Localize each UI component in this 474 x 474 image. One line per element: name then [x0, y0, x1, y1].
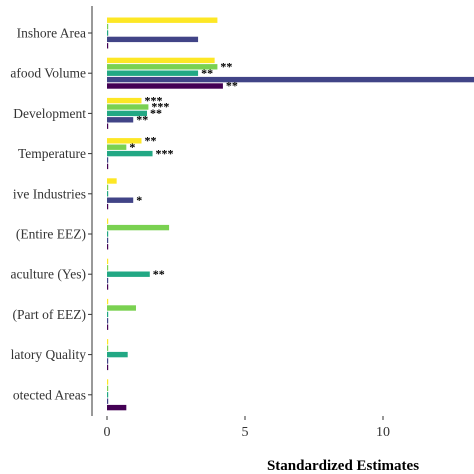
bar [107, 271, 150, 277]
bar [107, 97, 142, 104]
bar [107, 138, 142, 144]
bar [107, 265, 109, 271]
bar [107, 339, 109, 345]
bar [107, 298, 109, 305]
bar [107, 318, 109, 324]
significance-label: ** [153, 267, 165, 281]
bar [107, 163, 109, 170]
bar [107, 284, 109, 290]
bar [107, 379, 109, 385]
bar [107, 36, 199, 43]
bar [107, 398, 109, 404]
x-tick-label: 0 [104, 425, 111, 440]
y-tick-label: ive Industries [13, 186, 86, 201]
bar [107, 17, 218, 23]
bar [107, 123, 109, 129]
x-axis-title: Standardized Estimates [267, 458, 419, 474]
bar [107, 110, 148, 117]
bar [107, 30, 109, 36]
bar [107, 224, 170, 231]
y-tick-label: aculture (Yes) [11, 267, 86, 282]
significance-label: ** [220, 60, 232, 74]
significance-label: ** [226, 79, 238, 93]
significance-label: * [129, 140, 135, 154]
bar [107, 324, 109, 330]
bar [107, 244, 109, 250]
significance-label: ** [201, 66, 213, 80]
significance-label: ** [150, 106, 162, 120]
significance-label: *** [151, 100, 169, 114]
y-tick-label: (Part of EEZ) [13, 307, 86, 322]
bar [107, 43, 109, 49]
bar [107, 358, 109, 364]
bar [107, 144, 127, 150]
y-tick-label: Inshore Area [17, 26, 86, 41]
bar [107, 351, 128, 358]
significance-label: *** [145, 93, 163, 107]
bar [107, 305, 136, 311]
bar [107, 277, 109, 284]
bar [107, 178, 117, 184]
bar [107, 23, 109, 30]
y-tick-label: Temperature [18, 146, 86, 161]
y-tick-label: (Entire EEZ) [16, 227, 86, 242]
bar [107, 57, 215, 64]
significance-label: ** [145, 134, 157, 148]
bar [107, 64, 218, 70]
bar [107, 117, 134, 123]
x-tick-label: 10 [376, 425, 390, 440]
bar [107, 76, 474, 83]
bar [107, 392, 109, 398]
bar [107, 184, 109, 191]
bar [107, 311, 109, 318]
bar [107, 364, 109, 371]
bar [107, 191, 109, 197]
significance-label: * [136, 193, 142, 207]
bar [107, 70, 199, 76]
y-tick-label: latory Quality [11, 347, 87, 362]
significance-label: *** [156, 146, 174, 160]
bar [107, 237, 109, 244]
bar [107, 258, 109, 265]
bar [107, 345, 109, 351]
bar [107, 157, 109, 163]
bar [107, 104, 149, 110]
bar [107, 385, 109, 392]
x-tick-label: 5 [242, 425, 249, 440]
y-tick-label: otected Areas [13, 387, 86, 402]
y-tick-label: Development [13, 106, 86, 121]
bar [107, 231, 109, 237]
bar [107, 218, 109, 224]
bars-layer [107, 17, 474, 411]
bar [107, 203, 109, 210]
significance-label: ** [136, 113, 148, 127]
y-tick-label: afood Volume [10, 66, 86, 81]
bar [107, 404, 127, 411]
bar [107, 83, 223, 89]
bar [107, 197, 134, 203]
bar [107, 150, 153, 157]
